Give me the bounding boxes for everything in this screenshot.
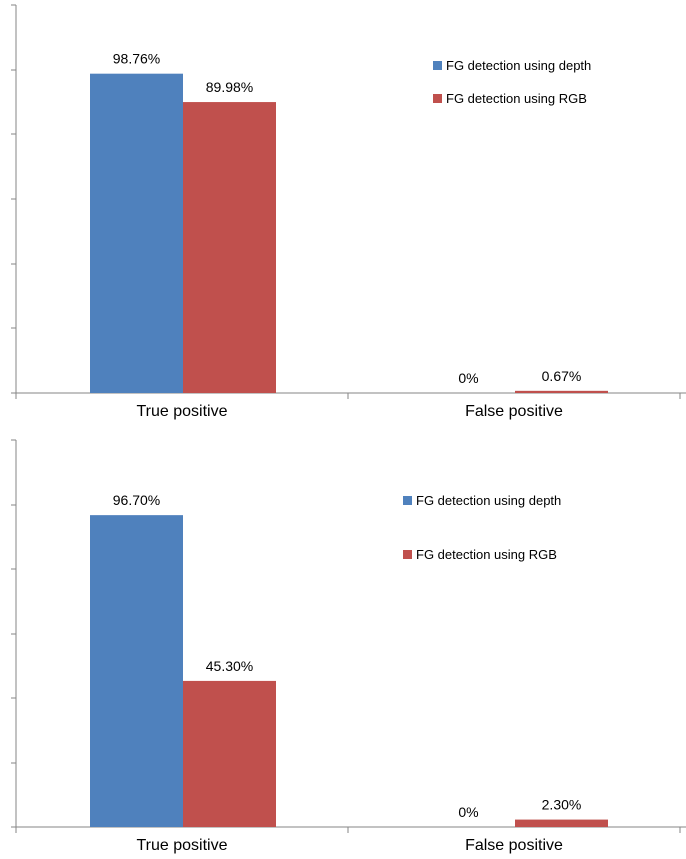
legend-label-depth: FG detection using depth — [446, 58, 591, 73]
bar-depth-true-positive — [90, 515, 183, 827]
data-label: 96.70% — [113, 492, 160, 508]
data-label: 98.76% — [113, 51, 160, 67]
data-label: 45.30% — [206, 658, 253, 674]
bar-rgb-false-positive — [515, 819, 608, 827]
true-false-positive-chart-top: 98.76% 89.98% True positive 0% 0.67% False po… — [0, 0, 686, 425]
legend-swatch-rgb — [433, 94, 442, 103]
legend-label-rgb: FG detection using RGB — [446, 91, 587, 106]
data-label: 89.98% — [206, 79, 253, 95]
bar-rgb-true-positive — [183, 102, 276, 393]
chart-svg-bottom: 96.70% 45.30% True positive 0% 2.30% False po… — [11, 439, 686, 854]
legend-swatch-depth — [433, 61, 442, 70]
legend-label-depth: FG detection using depth — [416, 493, 561, 508]
true-false-positive-chart-bottom: 96.70% 45.30% True positive 0% 2.30% False po… — [0, 430, 686, 859]
x-category-label: False positive — [465, 403, 563, 420]
legend-label-rgb: FG detection using RGB — [416, 547, 557, 562]
chart-svg-top: 98.76% 89.98% True positive 0% 0.67% False po… — [11, 4, 686, 420]
data-label: 0% — [458, 370, 478, 386]
data-label: 0% — [458, 804, 478, 820]
x-category-label: True positive — [137, 403, 228, 420]
bar-depth-true-positive — [90, 73, 183, 394]
legend-swatch-depth — [403, 496, 412, 505]
bar-rgb-true-positive — [183, 680, 276, 827]
legend-swatch-rgb — [403, 550, 412, 559]
data-label: 0.67% — [542, 368, 582, 384]
data-label: 2.30% — [542, 797, 582, 813]
x-category-label: False positive — [465, 837, 563, 854]
bar-rgb-false-positive — [515, 390, 608, 393]
x-category-label: True positive — [137, 837, 228, 854]
